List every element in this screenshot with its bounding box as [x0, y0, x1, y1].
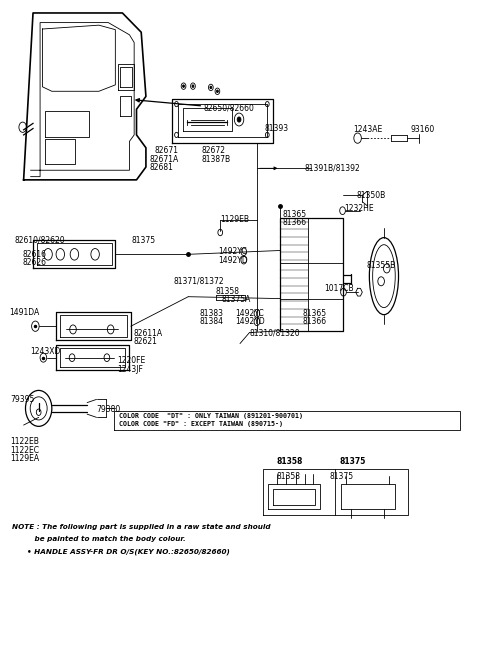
Circle shape: [192, 85, 194, 87]
Text: 81375A: 81375A: [222, 295, 251, 305]
Text: 93160: 93160: [410, 125, 434, 134]
Text: 81393: 81393: [265, 124, 289, 133]
Text: 1491DA: 1491DA: [10, 308, 40, 316]
Text: 81391B/81392: 81391B/81392: [305, 164, 360, 173]
Text: 81358: 81358: [276, 457, 303, 466]
Text: 1492YD: 1492YD: [235, 317, 265, 326]
Text: 79380: 79380: [96, 405, 120, 414]
Text: 82611A: 82611A: [134, 329, 163, 338]
Text: 82616: 82616: [23, 250, 47, 259]
Text: 81365: 81365: [282, 210, 306, 219]
Text: 81358: 81358: [276, 472, 300, 481]
Text: 1129EA: 1129EA: [11, 454, 39, 463]
Text: 81365: 81365: [302, 309, 326, 318]
Text: 81310/81320: 81310/81320: [250, 328, 300, 337]
Text: 1122EB: 1122EB: [11, 438, 39, 446]
Circle shape: [216, 90, 218, 92]
Text: 82671: 82671: [155, 147, 179, 155]
Text: 1492YC: 1492YC: [235, 309, 264, 318]
Text: 81366: 81366: [302, 317, 326, 326]
Text: 1243XD: 1243XD: [31, 347, 61, 356]
Text: 82681: 82681: [150, 163, 174, 172]
Text: 79395: 79395: [11, 395, 35, 404]
Text: 1129EB: 1129EB: [220, 215, 249, 224]
Text: COLOR CODE "FD" : EXCEPT TAIWAN (890715-): COLOR CODE "FD" : EXCEPT TAIWAN (890715-…: [119, 421, 283, 428]
Text: 82621: 82621: [134, 337, 157, 346]
Text: 81375: 81375: [329, 472, 353, 481]
Text: 1243AE: 1243AE: [353, 125, 382, 134]
Circle shape: [237, 117, 241, 122]
Text: 1122EC: 1122EC: [11, 445, 39, 455]
Text: 1232HE: 1232HE: [345, 204, 374, 214]
Text: 82650/82660: 82650/82660: [204, 103, 254, 113]
Text: 81366: 81366: [282, 218, 306, 227]
Text: 81350B: 81350B: [357, 191, 386, 200]
Text: COLOR CODE  "DT" : ONLY TAIWAN (891201-900701): COLOR CODE "DT" : ONLY TAIWAN (891201-90…: [119, 413, 302, 419]
Text: be painted to match the body colour.: be painted to match the body colour.: [12, 536, 186, 542]
Text: 81384: 81384: [200, 317, 224, 326]
Text: 81371/81372: 81371/81372: [173, 277, 224, 286]
Text: 1243JF: 1243JF: [117, 365, 143, 374]
Text: 82626: 82626: [23, 258, 47, 267]
Text: 1492YC: 1492YC: [218, 247, 247, 256]
Text: NOTE : The following part is supplied in a raw state and should: NOTE : The following part is supplied in…: [12, 524, 271, 530]
Text: 1220FE: 1220FE: [117, 356, 145, 365]
Circle shape: [182, 85, 184, 87]
Text: 81383: 81383: [200, 309, 224, 318]
Text: 81375: 81375: [340, 457, 366, 466]
Text: 1017CB: 1017CB: [324, 284, 353, 293]
Text: 82672: 82672: [202, 147, 226, 155]
Text: 81375: 81375: [132, 236, 156, 245]
Text: • HANDLE ASSY-FR DR O/S(KEY NO.:82650/82660): • HANDLE ASSY-FR DR O/S(KEY NO.:82650/82…: [12, 548, 230, 555]
Text: 81358: 81358: [216, 287, 240, 296]
Text: 1492YD: 1492YD: [218, 255, 248, 265]
Text: 81355B: 81355B: [366, 261, 396, 270]
Text: 82610/82620: 82610/82620: [14, 236, 65, 245]
Text: 82671A: 82671A: [150, 155, 179, 164]
Circle shape: [210, 86, 212, 88]
Text: 81387B: 81387B: [202, 155, 230, 164]
